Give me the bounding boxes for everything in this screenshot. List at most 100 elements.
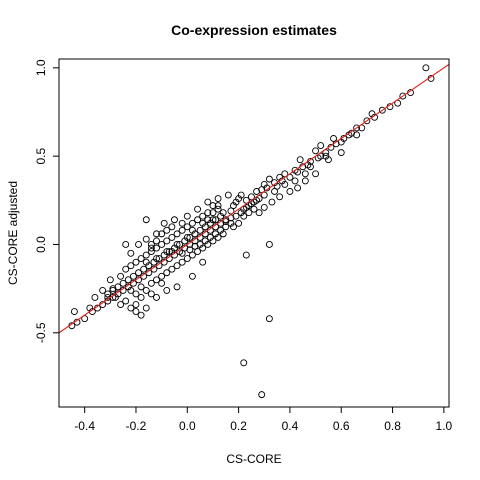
data-point bbox=[160, 219, 168, 227]
data-point bbox=[191, 242, 199, 250]
data-point bbox=[186, 246, 194, 254]
data-point bbox=[337, 149, 345, 157]
data-point bbox=[255, 209, 263, 217]
data-point bbox=[353, 131, 361, 139]
data-point bbox=[227, 219, 235, 227]
data-point bbox=[147, 279, 155, 287]
data-point bbox=[117, 301, 125, 308]
data-point bbox=[142, 258, 150, 266]
data-point bbox=[163, 237, 171, 245]
chart-title: Co-expression estimates bbox=[171, 22, 337, 38]
x-tick-label: 1.0 bbox=[436, 419, 453, 433]
data-point bbox=[212, 216, 219, 224]
data-point bbox=[70, 308, 78, 316]
data-point bbox=[153, 244, 160, 252]
data-point bbox=[173, 262, 181, 270]
data-point bbox=[163, 269, 171, 277]
data-point bbox=[106, 276, 114, 284]
data-point bbox=[178, 258, 186, 266]
data-point bbox=[188, 219, 196, 227]
x-tick-label: 0.0 bbox=[179, 419, 196, 433]
x-tick-label: -0.4 bbox=[74, 419, 95, 433]
y-tick-label: 1.0 bbox=[34, 59, 48, 76]
data-point bbox=[163, 286, 171, 294]
data-point bbox=[307, 163, 314, 171]
data-point bbox=[199, 212, 207, 220]
y-axis-label: CS-CORE adjusted bbox=[6, 181, 20, 285]
data-point bbox=[153, 237, 160, 245]
data-point bbox=[291, 177, 299, 185]
data-point bbox=[153, 255, 160, 263]
data-point bbox=[142, 304, 150, 312]
data-point bbox=[142, 235, 150, 243]
data-point bbox=[132, 308, 140, 316]
data-point bbox=[209, 202, 217, 210]
data-point bbox=[265, 315, 273, 323]
data-point bbox=[188, 272, 196, 280]
data-point bbox=[153, 294, 160, 301]
data-point bbox=[176, 241, 184, 248]
data-point bbox=[168, 265, 176, 273]
data-point bbox=[168, 233, 176, 241]
data-point bbox=[296, 156, 304, 164]
data-point bbox=[214, 205, 222, 213]
x-tick-label: 0.2 bbox=[230, 419, 247, 433]
x-axis: -0.4 -0.2 0.0 0.2 0.4 0.6 0.8 1.0 bbox=[74, 407, 453, 433]
data-point bbox=[217, 212, 225, 220]
data-point bbox=[214, 195, 222, 203]
data-point bbox=[137, 255, 145, 263]
data-point bbox=[265, 175, 273, 183]
data-point bbox=[204, 209, 212, 217]
data-point bbox=[158, 279, 166, 287]
data-point bbox=[260, 203, 268, 211]
data-point bbox=[312, 147, 320, 155]
data-point bbox=[132, 258, 140, 266]
data-point bbox=[422, 64, 430, 72]
plot-frame bbox=[58, 58, 450, 408]
data-point bbox=[312, 170, 320, 178]
data-point bbox=[199, 219, 207, 227]
data-point bbox=[122, 297, 130, 305]
data-point bbox=[173, 230, 181, 238]
data-point bbox=[142, 216, 150, 224]
data-point bbox=[127, 262, 135, 270]
data-point bbox=[214, 202, 222, 210]
data-point bbox=[258, 391, 266, 399]
data-point bbox=[163, 226, 171, 234]
data-point bbox=[322, 152, 330, 160]
data-point bbox=[276, 193, 284, 201]
data-point bbox=[199, 258, 207, 266]
data-point bbox=[135, 241, 142, 248]
y-tick-label: 0.5 bbox=[34, 147, 48, 164]
data-point bbox=[109, 286, 117, 294]
data-point bbox=[188, 226, 196, 234]
data-point bbox=[153, 276, 160, 284]
data-point bbox=[353, 124, 361, 132]
data-point bbox=[237, 209, 245, 217]
data-point bbox=[137, 283, 145, 291]
data-point bbox=[363, 117, 371, 125]
data-point bbox=[117, 272, 125, 280]
data-point bbox=[119, 279, 127, 287]
x-tick-label: 0.6 bbox=[333, 419, 350, 433]
data-point bbox=[281, 180, 289, 188]
data-point bbox=[399, 92, 407, 100]
data-point bbox=[301, 170, 309, 178]
data-point bbox=[178, 219, 186, 227]
data-point bbox=[186, 233, 194, 241]
data-point bbox=[135, 269, 142, 277]
data-point bbox=[91, 294, 99, 301]
data-point bbox=[235, 219, 243, 227]
data-point bbox=[230, 202, 237, 210]
data-point bbox=[378, 106, 386, 114]
data-point bbox=[104, 290, 112, 298]
data-point bbox=[183, 233, 191, 241]
data-point bbox=[265, 241, 273, 248]
data-point bbox=[132, 290, 140, 298]
data-point bbox=[301, 177, 309, 185]
data-point bbox=[140, 265, 148, 273]
reference-line bbox=[59, 63, 449, 334]
data-point bbox=[173, 241, 181, 248]
y-tick-label: -0.5 bbox=[34, 322, 48, 343]
